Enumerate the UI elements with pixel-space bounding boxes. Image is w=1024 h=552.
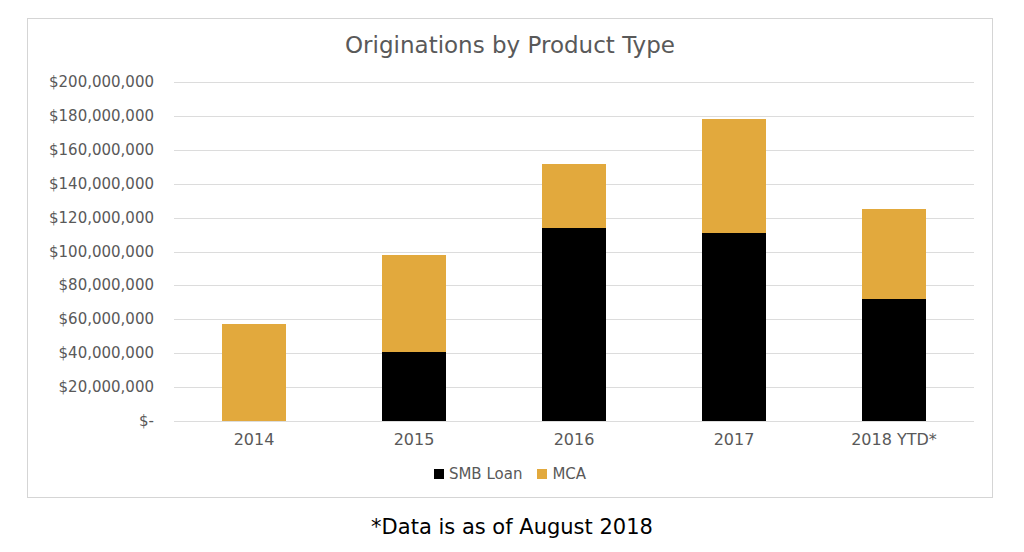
plot-area	[174, 82, 974, 421]
gridline	[174, 116, 974, 117]
gridline	[174, 82, 974, 83]
bar-2014-mca-segment	[222, 324, 286, 421]
y-axis-label-2: $40,000,000	[28, 344, 154, 362]
chart-page: Originations by Product Type $- $20,000,0…	[0, 0, 1024, 552]
y-axis-label-9: $180,000,000	[28, 107, 154, 125]
legend-swatch-mca-icon	[537, 469, 547, 479]
y-axis-labels: $-$20,000,000$40,000,000$60,000,000$80,0…	[28, 82, 154, 421]
x-axis-label-2017: 2017	[654, 429, 814, 451]
legend: SMB Loan MCA	[28, 463, 992, 485]
legend-swatch-smb-loan-icon	[434, 469, 444, 479]
y-axis-label-1: $20,000,000	[28, 378, 154, 396]
legend-label-smb-loan: SMB Loan	[449, 465, 523, 483]
gridline	[174, 150, 974, 151]
bar-2018-ytd-smb-loan-segment	[862, 299, 926, 421]
legend-item-smb-loan: SMB Loan	[434, 465, 523, 483]
bar-2018-ytd-mca-segment	[862, 209, 926, 299]
y-axis-label-6: $120,000,000	[28, 209, 154, 227]
footnote: *Data is as of August 2018	[0, 514, 1024, 540]
x-axis-label-2014: 2014	[174, 429, 334, 451]
bar-2016-smb-loan-segment	[542, 228, 606, 421]
x-axis-line	[174, 421, 974, 422]
bar-2015-smb-loan-segment	[382, 352, 446, 421]
x-axis-label-2016: 2016	[494, 429, 654, 451]
y-axis-label-10: $200,000,000	[28, 73, 154, 91]
y-axis-label-3: $60,000,000	[28, 310, 154, 328]
x-axis-label-2015: 2015	[334, 429, 494, 451]
chart-frame: Originations by Product Type $- $20,000,0…	[27, 18, 993, 498]
bar-2015-mca-segment	[382, 255, 446, 352]
x-axis-label-2018-ytd: 2018 YTD*	[814, 429, 974, 451]
y-axis-label-5: $100,000,000	[28, 243, 154, 261]
bar-2017-smb-loan-segment	[702, 233, 766, 421]
legend-label-mca: MCA	[552, 465, 586, 483]
bar-2016-mca-segment	[542, 164, 606, 228]
bar-2017-mca-segment	[702, 119, 766, 233]
y-axis-label-8: $160,000,000	[28, 141, 154, 159]
y-axis-label-4: $80,000,000	[28, 276, 154, 294]
legend-item-mca: MCA	[537, 465, 586, 483]
chart-title: Originations by Product Type	[28, 30, 992, 60]
y-axis-label-0: $-	[28, 412, 154, 430]
x-axis-labels: 20142015201620172018 YTD*	[174, 429, 974, 451]
y-axis-label-7: $140,000,000	[28, 175, 154, 193]
